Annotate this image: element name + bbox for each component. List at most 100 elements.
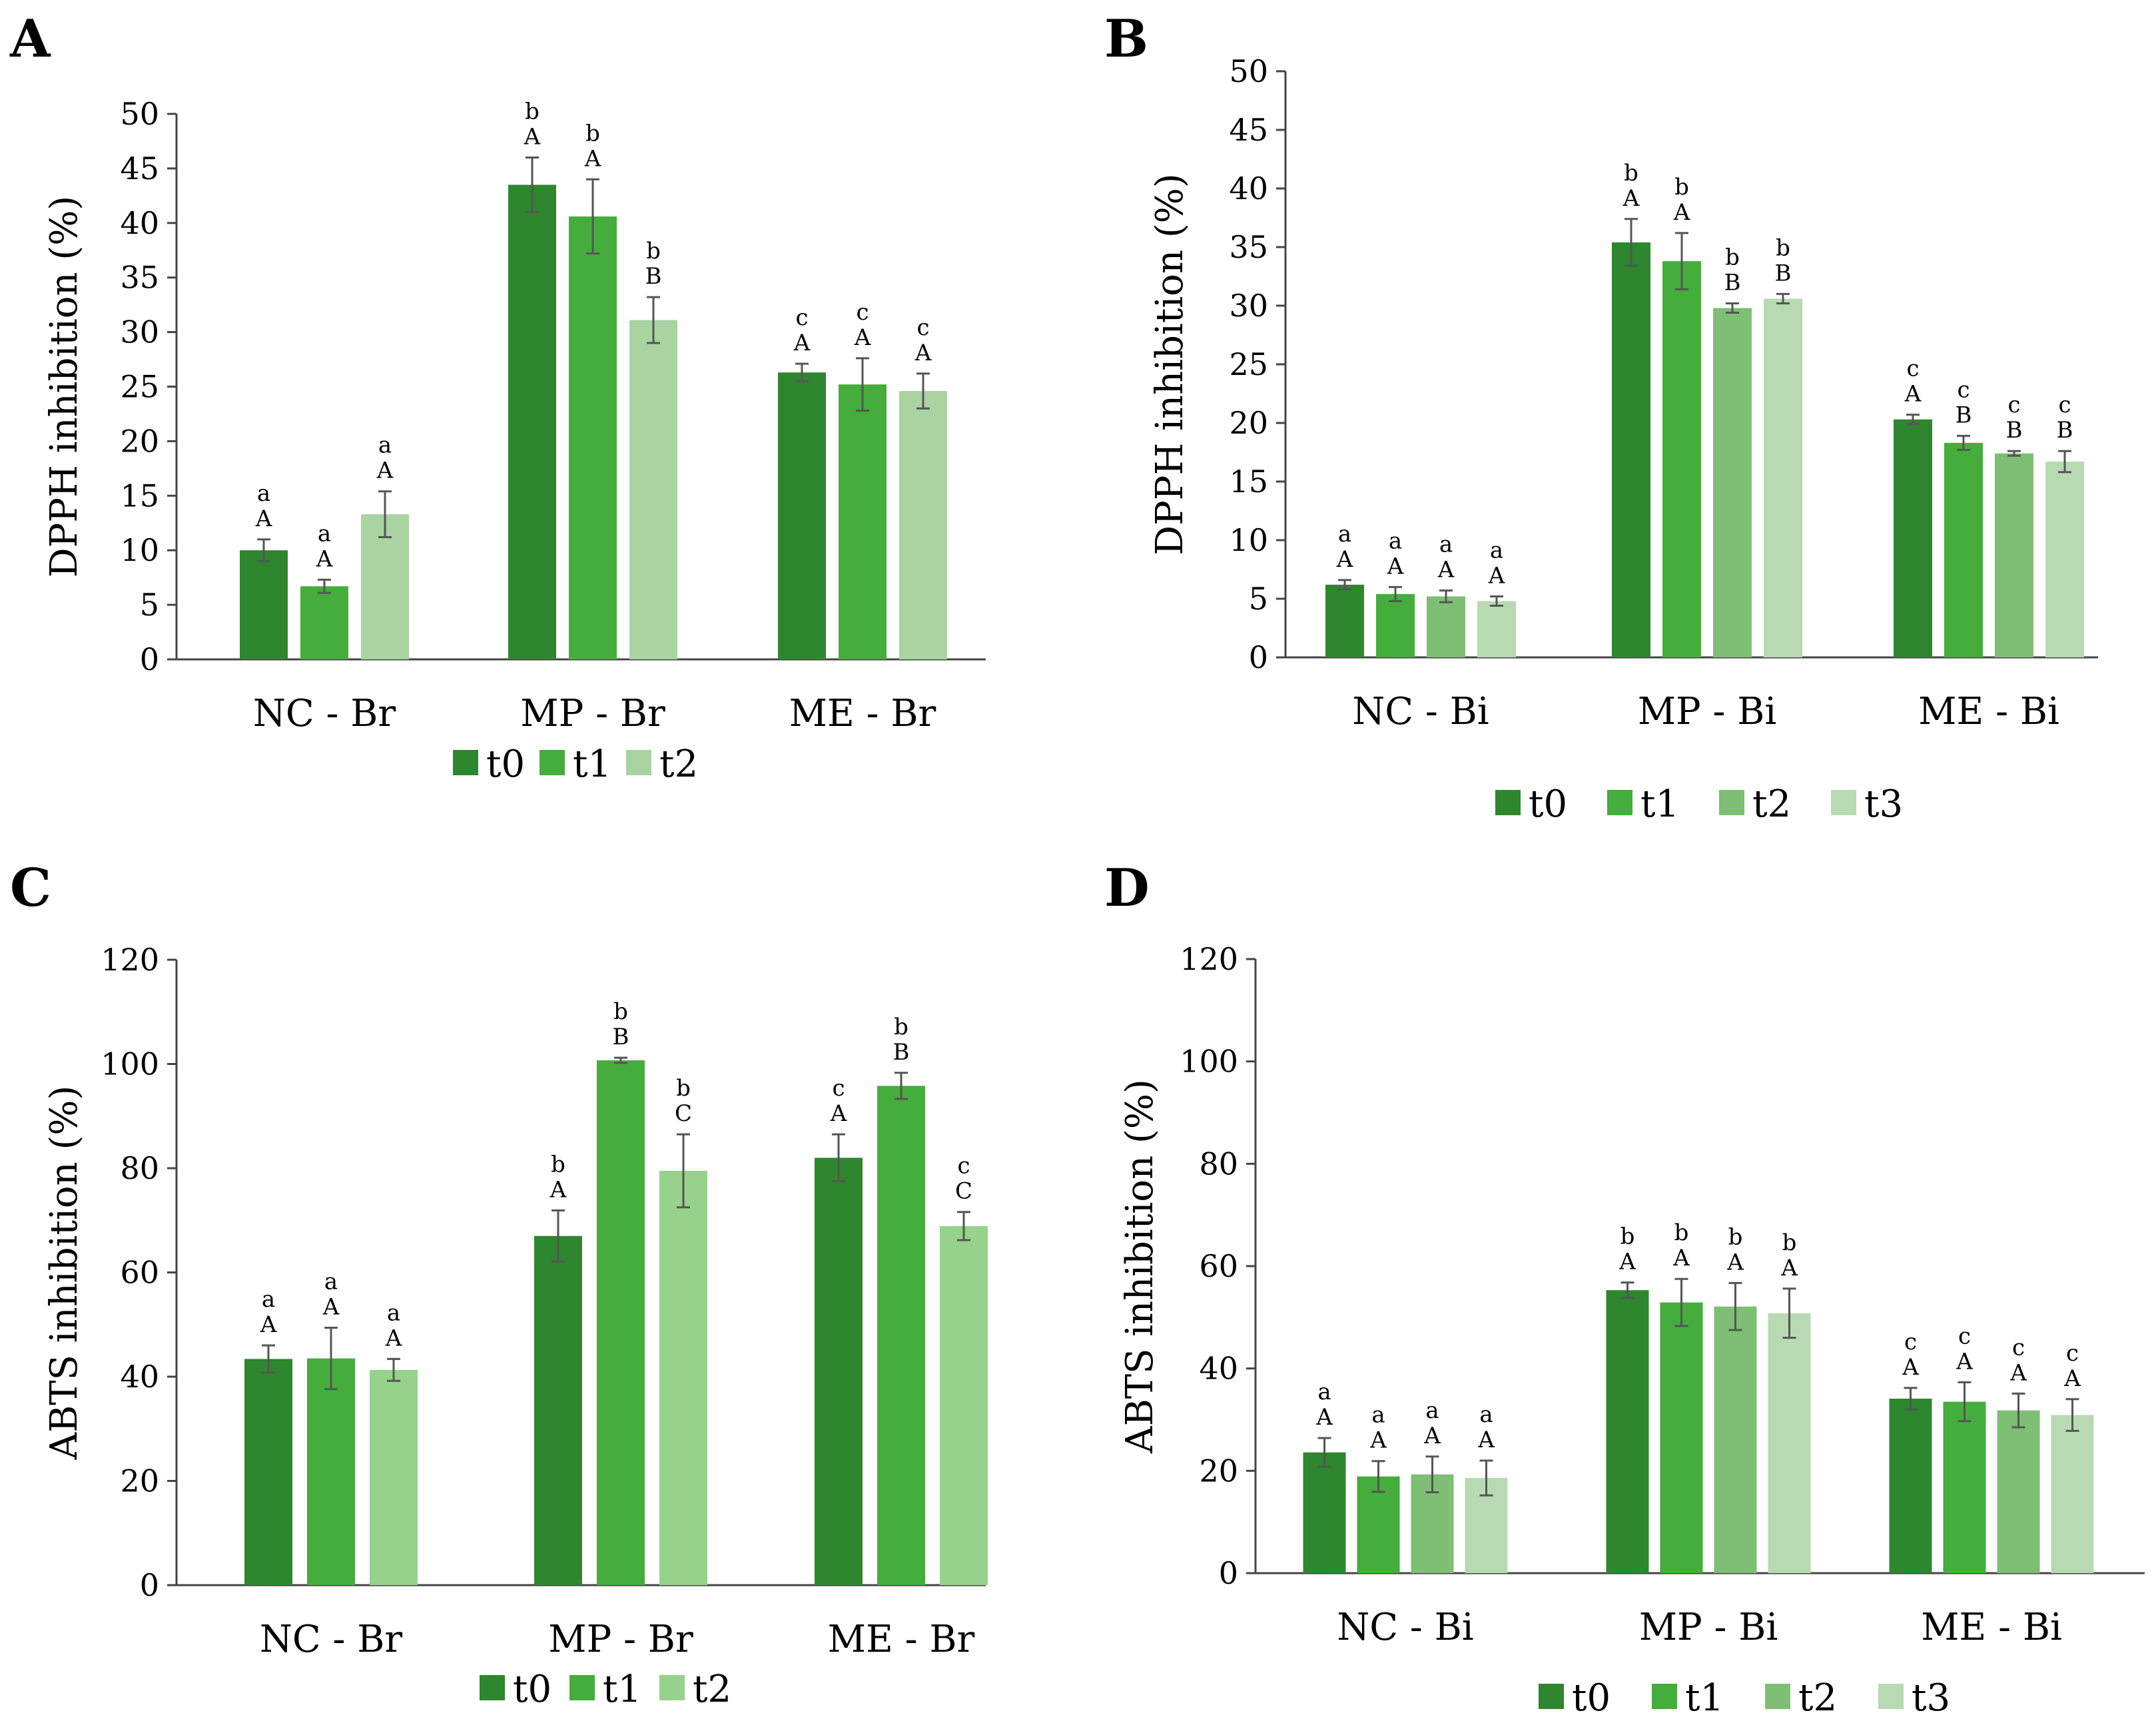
legend-swatch — [453, 750, 478, 775]
bar — [1427, 596, 1465, 657]
significance-lower: b — [1725, 244, 1740, 270]
y-tick-label: 0 — [140, 1567, 159, 1603]
bar — [899, 391, 947, 659]
significance-lower: c — [2007, 392, 2020, 418]
y-tick-label: 40 — [1229, 171, 1268, 206]
significance-upper: B — [645, 263, 662, 290]
bar — [839, 384, 887, 659]
legend-swatch — [1719, 790, 1744, 815]
legend-label: t1 — [1685, 1676, 1724, 1720]
legend: t0 t1 t2 — [453, 743, 698, 786]
significance-upper: A — [1336, 546, 1353, 573]
significance-lower: a — [1371, 1402, 1385, 1429]
category-label: NC - Br — [260, 1618, 403, 1661]
legend-swatch — [626, 750, 651, 775]
significance-lower: b — [525, 99, 539, 125]
significance-upper: A — [1437, 557, 1455, 583]
y-tick-label: 60 — [1199, 1248, 1238, 1284]
significance-lower: b — [1782, 1229, 1797, 1256]
category-label: ME - Br — [789, 692, 936, 735]
bar — [361, 514, 409, 659]
y-tick-label: 45 — [120, 151, 159, 186]
significance-upper: A — [1673, 199, 1690, 226]
significance-upper: A — [1488, 562, 1505, 589]
category-label: MP - Br — [520, 692, 665, 735]
bar — [1894, 419, 1932, 657]
significance-upper: A — [1726, 1249, 1744, 1275]
y-tick-label: 0 — [140, 641, 159, 677]
y-tick-label: 20 — [120, 1463, 159, 1499]
bar — [370, 1369, 418, 1585]
significance-upper: A — [1780, 1255, 1798, 1281]
legend-label: t2 — [1798, 1676, 1837, 1720]
significance-lower: b — [1624, 160, 1638, 186]
significance-lower: a — [262, 1286, 275, 1313]
significance-upper: A — [1622, 185, 1640, 212]
legend-label: t2 — [693, 1668, 731, 1711]
significance-upper: B — [1956, 402, 1972, 428]
category-label: NC - Bi — [1337, 1606, 1473, 1649]
category-label: NC - Bi — [1352, 690, 1489, 733]
category-label: MP - Br — [548, 1618, 693, 1661]
legend-swatch — [480, 1675, 505, 1700]
significance-upper: A — [1902, 1354, 1919, 1381]
y-tick-label: 35 — [1229, 229, 1268, 265]
bar — [1376, 593, 1415, 657]
y-tick-label: 40 — [120, 1359, 159, 1395]
significance-upper: B — [1724, 269, 1741, 296]
y-tick-label: 25 — [1229, 346, 1268, 382]
y-tick-label: 45 — [1229, 112, 1268, 148]
y-tick-label: 25 — [120, 369, 159, 405]
y-axis-label: DPPH inhibition (%) — [1148, 173, 1192, 555]
bar — [1303, 1452, 1346, 1573]
bar — [1889, 1398, 1932, 1573]
bar — [244, 1359, 292, 1585]
significance-lower: b — [1674, 174, 1689, 200]
legend-label: t0 — [1529, 783, 1567, 826]
significance-lower: b — [1776, 234, 1790, 261]
y-tick-label: 30 — [1229, 288, 1268, 324]
significance-upper: A — [1315, 1404, 1333, 1431]
significance-upper: A — [2009, 1359, 2027, 1386]
significance-lower: c — [1958, 1323, 1971, 1349]
significance-upper: A — [1369, 1427, 1387, 1454]
significance-lower: c — [832, 1075, 845, 1102]
y-tick-label: 100 — [101, 1046, 159, 1082]
significance-lower: a — [1490, 537, 1503, 563]
legend: t0 t1 t2 — [480, 1668, 731, 1711]
bar — [1612, 242, 1650, 658]
y-axis-label: ABTS inhibition (%) — [1118, 1079, 1162, 1454]
bar — [1477, 601, 1516, 657]
legend-label: t0 — [1572, 1676, 1611, 1720]
significance-lower: c — [1904, 1329, 1917, 1355]
significance-upper: A — [255, 506, 272, 532]
y-tick-label: 40 — [120, 205, 159, 241]
bar — [1660, 1302, 1703, 1573]
bar — [1997, 1410, 2040, 1573]
y-tick-label: 50 — [1229, 53, 1268, 89]
panel-letter-d: D — [1104, 858, 1150, 918]
bar — [1943, 1401, 1986, 1573]
y-tick-label: 20 — [1199, 1453, 1238, 1489]
panel-letter-a: A — [9, 9, 51, 69]
significance-lower: b — [894, 1014, 908, 1040]
panel-letter-b: B — [1104, 9, 1148, 69]
significance-lower: c — [1957, 376, 1970, 403]
significance-lower: c — [2066, 1340, 2079, 1367]
legend-swatch — [539, 750, 565, 775]
significance-upper: A — [1618, 1249, 1636, 1275]
bar — [300, 586, 348, 659]
bar — [569, 216, 617, 659]
significance-upper: B — [1775, 260, 1792, 286]
significance-upper: A — [549, 1176, 567, 1203]
legend-swatch — [1652, 1684, 1677, 1709]
legend-label: t1 — [573, 743, 611, 786]
significance-lower: c — [957, 1153, 970, 1180]
category-label: NC - Br — [253, 692, 396, 735]
y-tick-label: 5 — [140, 587, 159, 623]
bar — [1764, 298, 1802, 657]
legend-label: t1 — [603, 1668, 641, 1711]
y-tick-label: 15 — [1229, 464, 1268, 500]
